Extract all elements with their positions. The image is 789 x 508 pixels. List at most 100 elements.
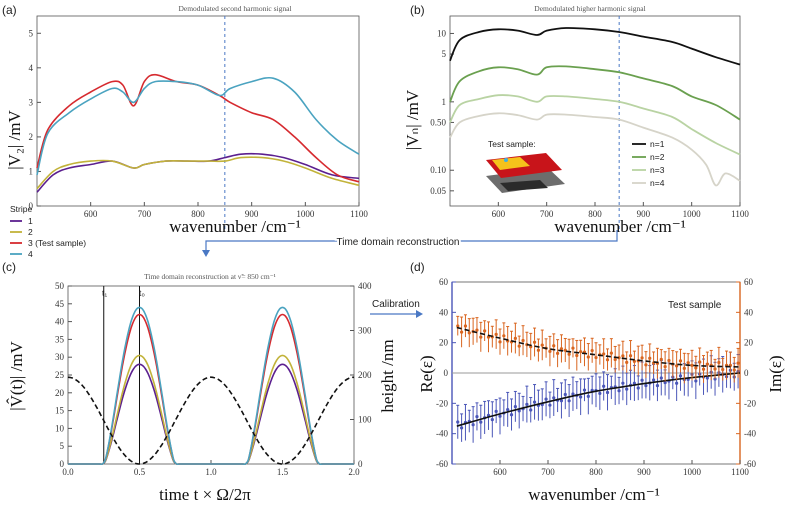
chart-d-point-2 (460, 330, 464, 334)
chart-a-xtick-label: 800 (191, 209, 205, 219)
chart-d-point-2 (613, 357, 617, 362)
chart-d-point-2 (736, 361, 740, 365)
chart-b-xtick-label: 800 (588, 209, 602, 219)
chart-a-frame (36, 15, 360, 207)
stripe-legend-label-2: 2 (28, 227, 33, 237)
calibration-arrowhead (416, 310, 423, 318)
chart-d-point-2 (540, 343, 544, 347)
panel-c: Time domain reconstruction at ν̃= 850 cm… (7, 272, 397, 504)
chart-d-point-1 (552, 396, 556, 400)
chart-d-point-2 (590, 348, 594, 353)
chart-c-ytick-label: 40 (55, 317, 65, 327)
chart-b-xtick-label: 1000 (683, 209, 702, 219)
chart-b-title: Demodulated higher harmonic signal (534, 4, 645, 13)
chart-d-point-1 (659, 376, 663, 380)
harmonic-legend: n=1 n=2 n=3 n=4 (632, 139, 665, 188)
chart-d-point-1 (490, 418, 494, 422)
chart-d-y2tick-label: 20 (744, 338, 754, 348)
chart-d-point-1 (694, 379, 698, 383)
chart-d-point-1 (475, 415, 479, 419)
chart-c-y2label: height /nm (378, 339, 397, 412)
chart-d-xlabel: wavenumber /cm⁻¹ (528, 485, 660, 504)
chart-d-point-1 (456, 420, 460, 424)
chart-d-fit-2 (456, 326, 741, 368)
chart-d-point-1 (663, 381, 667, 385)
chart-d-point-2 (640, 356, 644, 360)
chart-b-series (449, 27, 741, 187)
chart-c-y2tick-label: 400 (358, 281, 372, 291)
chart-d-xtick-label: 1100 (731, 467, 749, 477)
chart-d-y2tick-label: -60 (744, 459, 756, 469)
chart-c-series-1 (67, 363, 354, 465)
chart-b-ytick-label: 0.10 (430, 165, 446, 175)
chart-d-xtick-label: 700 (541, 467, 555, 477)
chart-d-point-2 (663, 365, 667, 369)
chart-d-point-1 (525, 402, 529, 406)
chart-d-point-1 (460, 426, 464, 430)
chart-c-ytick-label: 10 (55, 423, 65, 433)
harmonic-legend-label-4: n=4 (650, 178, 665, 188)
chart-d-point-1 (567, 399, 571, 403)
chart-c-y2tick-label: 300 (358, 326, 372, 336)
harmonic-legend-label-2: n=2 (650, 152, 665, 162)
chart-b-ylabel: |Vₙ| /mV (403, 89, 422, 150)
chart-d-point-2 (659, 357, 663, 361)
chart-d-point-2 (483, 329, 487, 333)
chart-b-xtick-label: 700 (540, 209, 554, 219)
chart-d-point-1 (598, 391, 602, 396)
chart-a-xtick-label: 1000 (296, 209, 315, 219)
chart-d-point-2 (563, 348, 567, 352)
chart-a-ytick-label: 2 (29, 132, 34, 142)
chart-d-point-2 (705, 362, 709, 366)
chart-d-point-1 (571, 392, 575, 396)
chart-d-point-2 (571, 346, 575, 350)
test-sample-inset-label: Test sample: (488, 139, 536, 149)
chart-d-y2tick-label: -20 (744, 398, 756, 408)
chart-c-ytick-label: 0 (60, 459, 65, 469)
chart-c-ytick-label: 5 (60, 441, 65, 451)
chart-d-point-2 (605, 358, 610, 362)
chart-a-ylabel: |V₂| /mV (5, 110, 24, 170)
harmonic-legend-label-3: n=3 (650, 165, 665, 175)
chart-d-point-2 (513, 336, 517, 340)
stripe-legend: Stripe 123 (Test sample)4 (10, 204, 86, 259)
panel-label-a: (a) (2, 3, 17, 17)
chart-d-point-1 (498, 414, 502, 418)
chart-d-point-1 (479, 420, 483, 424)
chart-d-point-2 (602, 352, 606, 356)
chart-d-point-2 (559, 347, 564, 351)
chart-b-xlabel: wavenumber /cm⁻¹ (554, 217, 686, 236)
chart-c-ytick-label: 20 (55, 388, 65, 398)
chart-d-point-1 (605, 390, 610, 395)
chart-d-point-2 (644, 363, 648, 367)
chart-d-ytick-label: -40 (436, 429, 448, 439)
t0-marker-label: t₀ (139, 288, 145, 298)
chart-d-y2label: Im(ε) (766, 355, 785, 392)
chart-d-point-2 (456, 324, 460, 328)
chart-d-point-2 (732, 368, 736, 372)
chart-d-point-2 (517, 344, 521, 348)
chart-d-point-2 (713, 367, 717, 371)
chart-d-point-2 (621, 354, 625, 358)
chart-d-point-2 (494, 332, 498, 336)
chart-c-height-profile (67, 376, 355, 465)
chart-d-point-1 (582, 388, 587, 392)
chart-d-point-2 (686, 361, 690, 365)
chart-a-ytick-label: 3 (29, 97, 34, 107)
chart-d-point-1 (513, 405, 517, 409)
chart-d-y2tick-label: -40 (744, 429, 756, 439)
chart-c-xtick-label: 0.0 (62, 467, 74, 477)
chart-d-point-1 (517, 409, 521, 413)
chart-b-ytick-label: 10 (437, 28, 447, 38)
chart-d-point-2 (721, 367, 725, 372)
chart-a-series-4 (36, 76, 360, 176)
stripe-legend-title: Stripe (10, 204, 32, 214)
chart-a-ytick-label: 4 (29, 63, 34, 73)
chart-b-axes: 600 700 800 900 1000 1100 0.05 0.10 0.50 1 5 10 (430, 15, 749, 230)
chart-d-point-2 (678, 359, 683, 363)
chart-c-ytick-label: 45 (55, 299, 65, 309)
chart-d-point-1 (563, 392, 567, 397)
chart-c-y2tick-label: 200 (358, 370, 372, 380)
chart-d-point-1 (655, 384, 660, 388)
chart-b-xtick-label: 600 (492, 209, 506, 219)
